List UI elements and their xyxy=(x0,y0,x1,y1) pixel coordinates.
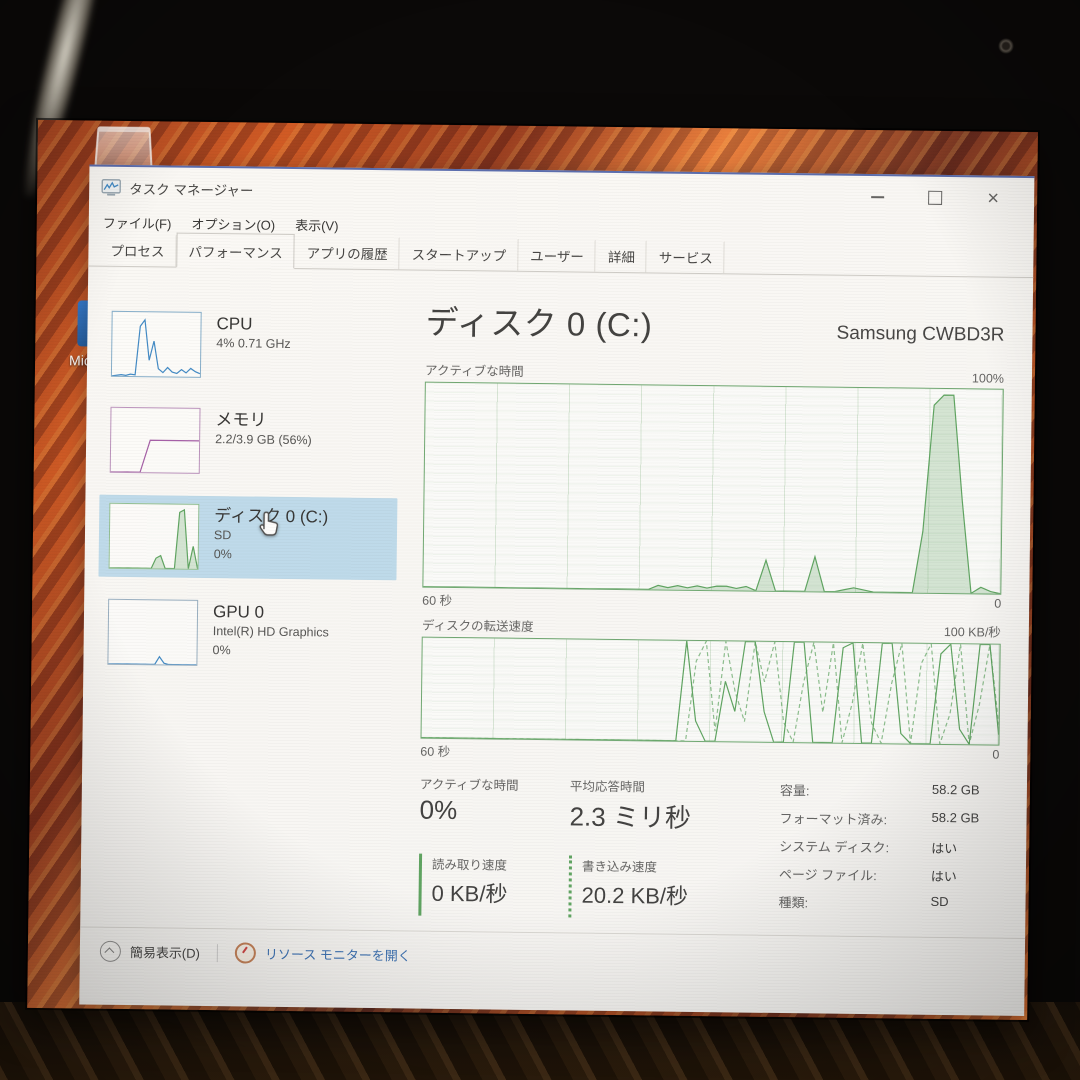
window-title: タスク マネージャー xyxy=(129,182,254,199)
detail-system-disk: システム ディスク: はい xyxy=(779,839,958,857)
chevron-up-circle-icon xyxy=(99,940,122,962)
sidebar-item-gpu[interactable]: GPU 0 Intel(R) HD Graphics 0% xyxy=(97,591,396,677)
memory-title: メモリ xyxy=(215,410,267,430)
cpu-mini-chart xyxy=(110,310,202,378)
minimize-button[interactable] xyxy=(848,180,906,215)
gauge-icon xyxy=(234,942,257,964)
task-manager-window: タスク マネージャー × ファイル(F) オプション(O) 表示(V) プロセス… xyxy=(79,164,1035,1017)
menu-view[interactable]: 表示(V) xyxy=(295,217,339,234)
detail-capacity: 容量: 58.2 GB xyxy=(779,781,980,799)
detail-formatted: フォーマット済み: 58.2 GB xyxy=(779,809,980,828)
tab-processes[interactable]: プロセス xyxy=(98,233,177,267)
tab-services[interactable]: サービス xyxy=(646,240,726,274)
stat-avg-response: 平均応答時間 2.3 ミリ秒 xyxy=(569,779,692,833)
memory-mini-chart xyxy=(109,406,201,474)
tab-startup[interactable]: スタートアップ xyxy=(399,237,519,271)
maximize-button[interactable] xyxy=(906,181,964,216)
sidebar-item-memory[interactable]: メモリ 2.2/3.9 GB (56%) xyxy=(100,399,399,485)
menu-options[interactable]: オプション(O) xyxy=(191,216,276,233)
transfer-rate-ymax: 100 KB/秒 xyxy=(943,624,1001,640)
detail-page-file: ページ ファイル: はい xyxy=(778,866,957,885)
page-title: ディスク 0 (C:) xyxy=(425,303,653,344)
stat-read-speed: 読み取り速度 0 KB/秒 xyxy=(418,853,570,918)
cpu-usage: 4% 0.71 GHz xyxy=(216,336,291,352)
transfer-rate-xleft: 60 秒 xyxy=(420,744,451,759)
maximize-icon xyxy=(928,190,943,205)
close-button[interactable]: × xyxy=(964,181,1022,216)
transfer-rate-xright: 0 xyxy=(992,747,1000,762)
footer-bar: 簡易表示(D) リソース モニターを開く xyxy=(79,926,1026,1017)
active-time-chart-label: アクティブな時間 xyxy=(424,363,524,379)
hand-pointer-icon xyxy=(259,511,279,536)
transfer-rate-chart-label: ディスクの転送速度 xyxy=(421,618,534,634)
simple-view-button[interactable]: 簡易表示(D) xyxy=(129,945,201,961)
disk-stats: アクティブな時間 0% 平均応答時間 2.3 ミリ秒 読み取り速度 0 KB/秒 xyxy=(418,774,742,920)
minimize-icon xyxy=(870,196,884,198)
footer-divider xyxy=(216,943,219,962)
gpu-title: GPU 0 xyxy=(212,602,265,622)
tab-details[interactable]: 詳細 xyxy=(595,239,648,273)
active-time-xleft: 60 秒 xyxy=(422,593,453,608)
performance-sidebar: CPU 4% 0.71 GHz メモリ 2.2/3.9 GB (56%) ディス… xyxy=(80,266,400,931)
gpu-name: Intel(R) HD Graphics xyxy=(212,624,329,640)
titlebar[interactable]: タスク マネージャー × xyxy=(89,167,1034,221)
gpu-mini-chart xyxy=(107,598,199,666)
disk-properties: 容量: 58.2 GB フォーマット済み: 58.2 GB システム ディスク:… xyxy=(740,778,999,923)
gpu-usage: 0% xyxy=(212,643,231,658)
menu-file[interactable]: ファイル(F) xyxy=(102,215,172,232)
active-time-ymax: 100% xyxy=(971,371,1005,386)
monitor-screen: Mic タスク マネージャー × ファイル(F) オプション(O) 表示(V) … xyxy=(27,119,1038,1021)
disk-detail-panel: ディスク 0 (C:) Samsung CWBD3R アクティブな時間 100%… xyxy=(392,269,1033,938)
disk-mini-chart xyxy=(108,502,200,570)
transfer-rate-chart xyxy=(420,636,1001,746)
cpu-title: CPU xyxy=(216,314,253,334)
task-manager-icon xyxy=(101,178,121,196)
stat-write-speed: 書き込み速度 20.2 KB/秒 xyxy=(568,854,742,920)
disk-usage: 0% xyxy=(213,547,232,562)
memory-usage: 2.2/3.9 GB (56%) xyxy=(215,432,312,448)
performance-content: CPU 4% 0.71 GHz メモリ 2.2/3.9 GB (56%) ディス… xyxy=(80,266,1033,938)
open-resource-monitor-link[interactable]: リソース モニターを開く xyxy=(264,946,411,964)
tab-app-history[interactable]: アプリの履歴 xyxy=(294,236,400,270)
detail-type: 種類: SD xyxy=(778,893,949,911)
stat-active-time: アクティブな時間 0% xyxy=(419,777,519,826)
active-time-chart xyxy=(422,381,1004,595)
tab-users[interactable]: ユーザー xyxy=(517,238,597,272)
camera-reflection-dot xyxy=(998,38,1014,54)
active-time-xright: 0 xyxy=(994,596,1002,611)
sidebar-item-cpu[interactable]: CPU 4% 0.71 GHz xyxy=(101,303,400,389)
device-name: Samsung CWBD3R xyxy=(836,322,1005,346)
tab-performance[interactable]: パフォーマンス xyxy=(176,232,295,270)
close-icon: × xyxy=(987,186,1000,210)
sidebar-item-disk[interactable]: ディスク 0 (C:) SD 0% xyxy=(98,494,398,581)
